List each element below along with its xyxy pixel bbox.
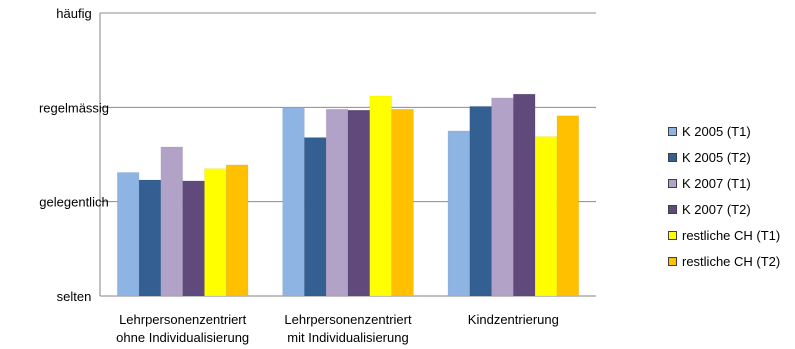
bar-s1-c1 <box>304 137 327 297</box>
x-tick-label-2: Kindzentrierung <box>468 312 559 327</box>
legend-label-3: K 2007 (T2) <box>682 201 751 217</box>
legend-label-1: K 2005 (T2) <box>682 149 751 165</box>
legend-item-3: K 2007 (T2) <box>668 196 780 222</box>
y-tick-label-2: regelmässig <box>39 100 109 115</box>
bar-s5-c2 <box>556 115 579 297</box>
bar-s0-c2 <box>447 130 470 297</box>
bar-s5-c1 <box>391 108 414 297</box>
bar-s1-c0 <box>138 179 162 297</box>
bar-s0-c1 <box>282 107 305 297</box>
legend-swatch-0 <box>668 126 677 136</box>
bar-s1-c2 <box>469 106 492 297</box>
legend-item-1: K 2005 (T2) <box>668 144 780 170</box>
y-tick-label-1: gelegentlich <box>39 195 108 210</box>
bar-s3-c2 <box>513 93 536 297</box>
legend-label-5: restliche CH (T2) <box>682 253 781 269</box>
legend-label-0: K 2005 (T1) <box>682 123 751 139</box>
bar-s3-c0 <box>182 180 205 297</box>
bar-s0-c0 <box>117 172 140 297</box>
legend-swatch-2 <box>668 178 677 188</box>
y-tick-label-3: häufig <box>56 6 91 21</box>
legend-swatch-1 <box>668 152 677 162</box>
bar-s2-c2 <box>491 97 514 297</box>
x-tick-label-1: Lehrpersonenzentriert mit Individualisier… <box>284 312 412 345</box>
bar-s5-c0 <box>226 164 249 297</box>
y-tick-labels: selten gelegentlich regelmässig häufig <box>39 6 109 304</box>
legend-label-4: restliche CH (T1) <box>682 227 781 243</box>
legend-item-0: K 2005 (T1) <box>668 118 780 144</box>
x-tick-labels: Lehrpersonenzentriert ohne Individualisie… <box>116 312 559 345</box>
legend-label-2: K 2007 (T1) <box>682 175 751 191</box>
legend-item-2: K 2007 (T1) <box>668 170 780 196</box>
y-tick-label-0: selten <box>57 289 92 304</box>
bar-s2-c0 <box>160 146 183 297</box>
bars <box>117 93 579 297</box>
bar-s2-c1 <box>325 108 349 297</box>
bar-s4-c2 <box>534 136 558 297</box>
bar-s4-c1 <box>369 95 392 297</box>
legend-swatch-4 <box>668 230 677 240</box>
legend-item-5: restliche CH (T2) <box>668 248 780 274</box>
x-tick-label-0: Lehrpersonenzentriert ohne Individualisie… <box>116 312 249 345</box>
bar-s3-c1 <box>347 109 371 297</box>
legend: K 2005 (T1) K 2005 (T2) K 2007 (T1) K 2007 … <box>668 118 780 274</box>
legend-item-4: restliche CH (T1) <box>668 222 780 248</box>
legend-swatch-5 <box>668 256 677 266</box>
bar-s4-c0 <box>204 168 227 297</box>
legend-swatch-3 <box>668 204 677 214</box>
